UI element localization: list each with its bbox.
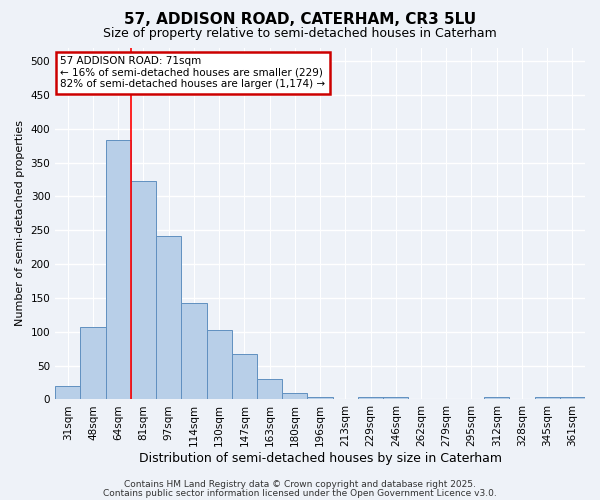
Text: Contains HM Land Registry data © Crown copyright and database right 2025.: Contains HM Land Registry data © Crown c… bbox=[124, 480, 476, 489]
X-axis label: Distribution of semi-detached houses by size in Caterham: Distribution of semi-detached houses by … bbox=[139, 452, 502, 465]
Bar bbox=[106, 140, 131, 400]
Bar bbox=[131, 181, 156, 400]
Bar bbox=[80, 327, 106, 400]
Bar bbox=[383, 397, 409, 400]
Bar bbox=[206, 330, 232, 400]
Bar bbox=[358, 397, 383, 400]
Bar bbox=[232, 354, 257, 400]
Bar bbox=[55, 386, 80, 400]
Y-axis label: Number of semi-detached properties: Number of semi-detached properties bbox=[15, 120, 25, 326]
Text: 57, ADDISON ROAD, CATERHAM, CR3 5LU: 57, ADDISON ROAD, CATERHAM, CR3 5LU bbox=[124, 12, 476, 28]
Text: Contains public sector information licensed under the Open Government Licence v3: Contains public sector information licen… bbox=[103, 488, 497, 498]
Bar bbox=[307, 397, 332, 400]
Bar bbox=[484, 397, 509, 400]
Bar bbox=[257, 379, 282, 400]
Bar bbox=[535, 397, 560, 400]
Bar bbox=[156, 236, 181, 400]
Bar bbox=[282, 394, 307, 400]
Text: Size of property relative to semi-detached houses in Caterham: Size of property relative to semi-detach… bbox=[103, 28, 497, 40]
Bar bbox=[560, 397, 585, 400]
Text: 57 ADDISON ROAD: 71sqm
← 16% of semi-detached houses are smaller (229)
82% of se: 57 ADDISON ROAD: 71sqm ← 16% of semi-det… bbox=[61, 56, 326, 90]
Bar bbox=[181, 302, 206, 400]
